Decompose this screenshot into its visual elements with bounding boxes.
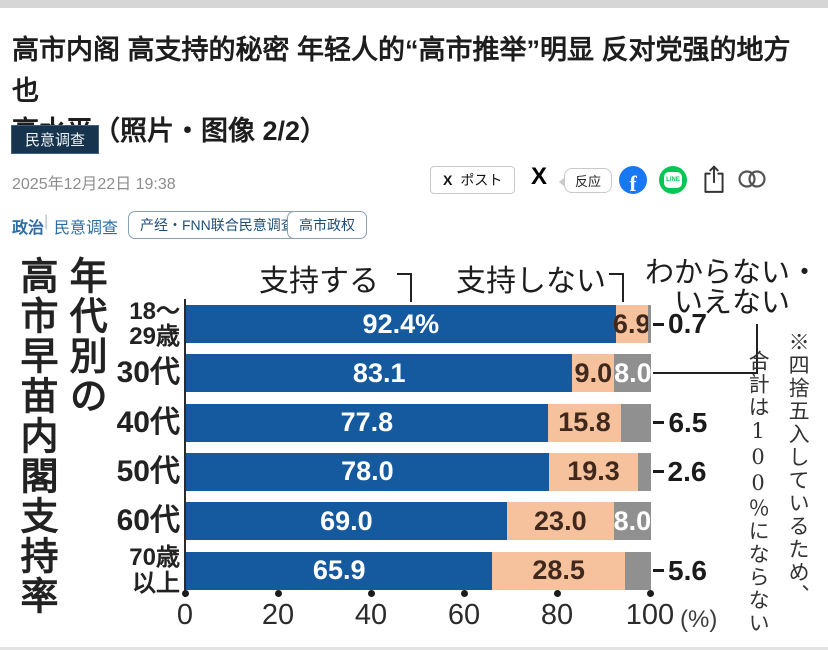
share-icon[interactable] <box>701 164 727 199</box>
bar-segment-unknown <box>614 354 652 393</box>
bar-value-label: 6.9 <box>612 308 651 339</box>
line-icon[interactable]: LINE <box>659 166 687 194</box>
axis-tick-label: 60 <box>447 599 481 631</box>
axis-tick-dot <box>646 590 654 597</box>
value-connector-dash <box>653 322 664 326</box>
tag-pill-fnn-poll[interactable]: 产经・FNN联合民意调查 <box>128 211 307 239</box>
bar-value-label: 2.6 <box>667 455 707 487</box>
bar-value-label: 6.5 <box>668 406 708 438</box>
bottom-border <box>0 647 828 650</box>
axis-tick-label: 80 <box>540 599 574 631</box>
value-connector-dash <box>653 569 664 572</box>
bar-segment-oppose <box>506 502 614 541</box>
bar-value-label: 19.3 <box>567 456 620 487</box>
chart-note-col1: ※四捨五入しているため、 <box>786 331 811 607</box>
age-group-label: 30代 <box>116 356 180 390</box>
line-bubble: LINE <box>664 172 682 188</box>
tag-pill-takaichi[interactable]: 高市政权 <box>287 211 367 239</box>
bar-segment-oppose <box>548 452 639 491</box>
legend-support: 支持する <box>259 265 379 298</box>
x-logo-icon[interactable]: X <box>531 163 548 190</box>
axis-tick-label: 0 <box>176 599 194 631</box>
axis-tick-label: 40 <box>354 599 388 631</box>
bar-value-label: 15.8 <box>558 407 611 438</box>
bar-segment-support <box>186 354 573 393</box>
axis-tick-label: 20 <box>261 599 295 631</box>
category-badge[interactable]: 民意调查 <box>11 125 100 154</box>
bar-value-label: 0.7 <box>668 308 707 339</box>
x-post-label: ポスト <box>460 172 503 188</box>
bar-value-label: 92.4% <box>362 308 440 339</box>
chart-note-col2: 合計は100％にならない <box>746 350 771 635</box>
bar-segment-unknown <box>647 305 651 343</box>
axis-tick-label: 100 <box>625 599 675 631</box>
bar-value-label: 83.1 <box>352 357 406 388</box>
bar-value-label: 65.9 <box>312 555 366 585</box>
bar-value-label: 77.8 <box>340 407 394 438</box>
legend-oppose: 支持しない <box>456 265 606 298</box>
bar-value-label: 69.0 <box>320 505 373 536</box>
x-icon: X <box>443 172 453 188</box>
bar-segment-oppose <box>615 305 648 343</box>
legend-unknown: わからない・いえない <box>644 257 819 320</box>
age-group-label: 18～ 29歳 <box>129 297 180 350</box>
bar-segment-oppose <box>492 551 625 590</box>
bar-segment-oppose <box>547 403 622 442</box>
age-group-label: 40代 <box>116 405 180 439</box>
bar-segment-unknown <box>621 403 652 442</box>
age-group-label: 70歳 以上 <box>129 544 180 597</box>
reaction-bubble-button[interactable]: 反应 <box>558 168 613 193</box>
x-post-button[interactable]: X ポスト <box>430 166 516 194</box>
chart-title-col2: 高市早苗内閣支持率 <box>14 256 57 616</box>
breadcrumb-category-poll[interactable]: 民意调查 <box>54 220 119 237</box>
age-group-label: 60代 <box>116 504 180 538</box>
chart-vertical-title: 年代別の 高市早苗内閣支持率 <box>14 256 106 616</box>
page-title: 高市内阁 高支持的秘密 年轻人的“高市推举”明显 反对党强的地方也 高水平（照片… <box>12 30 814 152</box>
axis-tick-dot <box>367 590 375 597</box>
axis-tick-dot <box>553 590 561 597</box>
bar-value-label: 5.6 <box>668 554 707 586</box>
copy-link-icon[interactable] <box>738 170 766 193</box>
bar-value-label: 28.5 <box>532 555 585 585</box>
x-axis-unit: (%) <box>680 606 718 633</box>
value-connector-dash <box>653 421 665 425</box>
bar-value-label: 78.0 <box>341 456 394 487</box>
value-connector-dash <box>652 470 664 474</box>
top-border <box>0 0 828 8</box>
chart-title-col1: 年代別の <box>63 256 106 416</box>
y-axis-line <box>184 299 186 597</box>
bar-segment-unknown <box>613 502 651 541</box>
bar-value-label: 9.0 <box>574 357 613 388</box>
facebook-glyph: f <box>629 171 637 194</box>
axis-tick-dot <box>274 590 282 597</box>
axis-tick-dot <box>181 590 189 597</box>
bar-segment-unknown <box>638 452 651 491</box>
bar-segment-support <box>186 305 616 343</box>
bar-segment-support <box>186 452 549 491</box>
bar-segment-support <box>186 551 493 590</box>
bar-value-label: 8.0 <box>614 357 652 388</box>
facebook-icon[interactable]: f <box>619 166 647 194</box>
bar-value-label: 8.0 <box>613 505 652 536</box>
publish-date: 2025年12月22日 19:38 <box>12 176 176 193</box>
age-group-label: 50代 <box>116 454 180 488</box>
bar-segment-support <box>186 403 548 442</box>
bar-segment-support <box>186 502 507 541</box>
bar-segment-oppose <box>572 354 615 393</box>
breadcrumb-category-politics[interactable]: 政治 <box>12 220 45 237</box>
breadcrumb-separator: | <box>44 213 49 230</box>
page-title-line1: 高市内阁 高支持的秘密 年轻人的“高市推举”明显 反对党强的地方也 <box>12 35 791 106</box>
bar-value-label: 23.0 <box>534 505 587 536</box>
axis-tick-dot <box>460 590 468 597</box>
bar-segment-unknown <box>624 551 651 590</box>
